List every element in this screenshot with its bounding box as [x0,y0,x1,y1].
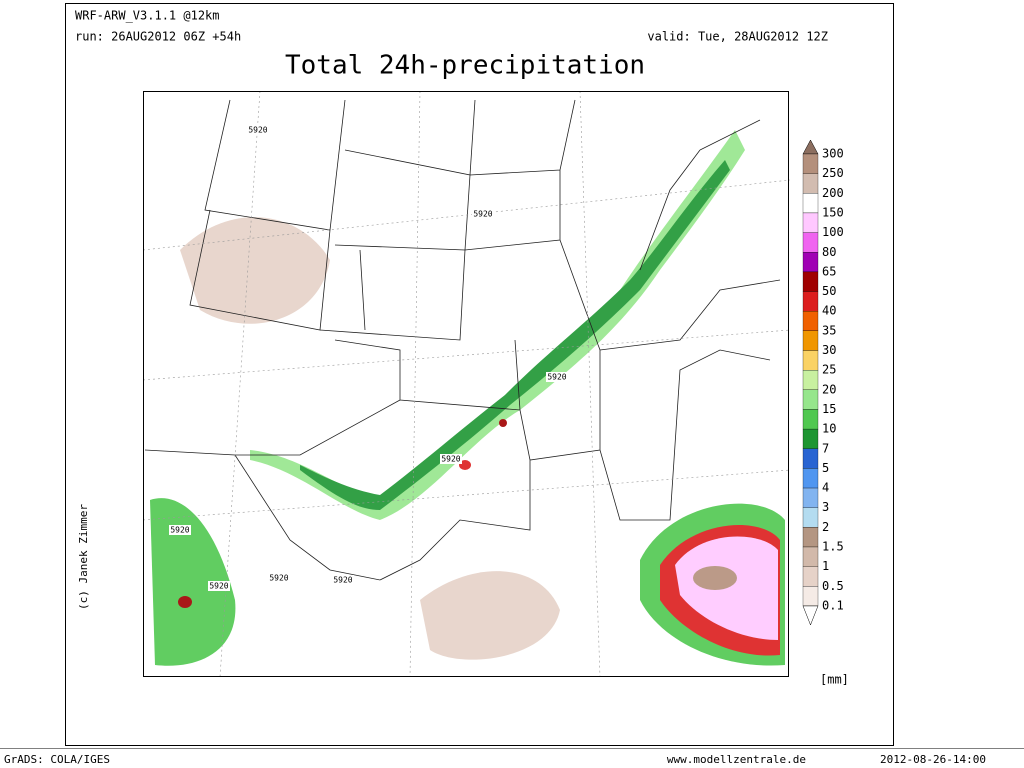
hurricane [675,536,778,640]
precip-area [150,498,236,666]
colorbar-band [802,193,819,214]
valid-label: valid: Tue, 28AUG2012 12Z [647,30,828,44]
colorbar-label: 25 [822,363,836,377]
colorbar-band [802,546,819,567]
model-label: WRF-ARW_V3.1.1 @12km [75,9,220,23]
contour-label-bg [169,525,191,535]
colorbar-label: 80 [822,245,836,259]
precip-area [180,217,330,324]
boundaries [142,90,791,678]
contour-label-bg [440,454,462,464]
colorbar-band [802,448,819,469]
precip-max [178,596,192,608]
colorbar-label: 2 [822,520,829,534]
colorbar-band [802,271,819,292]
colorbar-label: 10 [822,422,836,436]
colorbar-label: 5 [822,461,829,475]
hurricane-eye [693,566,737,590]
precip-area [420,571,560,660]
colorbar-band [802,586,819,607]
contour-label-bg [247,125,269,135]
contour-label: 5920 [209,582,228,591]
contour-label: 5920 [333,576,352,585]
colorbar-label: 50 [822,284,836,298]
colorbar-band [802,311,819,332]
footer-website: www.modellzentrale.de [667,753,806,766]
precipitation [150,130,785,666]
colorbar-band [802,527,819,548]
colorbar-label: 1 [822,559,829,573]
contour-label-bg [472,209,494,219]
colorbar-label: 15 [822,402,836,416]
colorbar-band [802,330,819,351]
colorbar-label: 35 [822,323,836,337]
title: Total 24h-precipitation [285,51,645,81]
precip-max [499,419,507,427]
contour-label-bg [268,573,290,583]
colorbar-top [802,139,819,155]
colorbar-band [802,173,819,194]
colorbar-label: 65 [822,264,836,278]
frame [65,3,894,746]
contour-label: 5920 [547,373,566,382]
footer-timestamp: 2012-08-26-14:00 [880,753,986,766]
colorbar-label: 0.5 [822,579,844,593]
contour-label-bg [208,581,230,591]
colorbar-band [802,468,819,489]
colorbar-label: 4 [822,481,829,495]
colorbar-label: 150 [822,205,844,219]
colorbar-label: 7 [822,441,829,455]
colorbar-band [802,507,819,528]
contour-label: 5920 [269,574,288,583]
colorbar-band [802,487,819,508]
run-label: run: 26AUG2012 06Z +54h [75,30,241,44]
colorbar-band [802,389,819,410]
colorbar-label: 40 [822,304,836,318]
unit-label: [mm] [820,673,849,687]
contour-label: 5920 [248,126,267,135]
colorbar-band [802,566,819,587]
credit: (c) Janek Zimmer [77,504,90,610]
colorbar-label: 200 [822,186,844,200]
contour-label: 5920 [473,210,492,219]
colorbar-bottom [802,605,819,626]
colorbar-label: 300 [822,147,844,161]
colorbar-label: 1.5 [822,540,844,554]
contour-label: 5920 [441,455,460,464]
colorbar-label: 30 [822,343,836,357]
map [142,90,791,678]
colorbar-band [802,291,819,312]
colorbar-label: 20 [822,382,836,396]
colorbar-band [802,369,819,390]
graticule [142,90,791,678]
colorbar-band [802,153,819,174]
state-lines [144,99,781,581]
colorbar-band [802,428,819,449]
footer-software: GrADS: COLA/IGES [4,753,110,766]
colorbar-band [802,350,819,371]
contour-label-bg [332,575,354,585]
contour-label: 5920 [170,526,189,535]
colorbar-band [802,212,819,233]
colorbar-label: 3 [822,500,829,514]
colorbar-label: 100 [822,225,844,239]
colorbar-band [802,232,819,253]
colorbar-label: 0.1 [822,598,844,612]
map-border [143,91,789,677]
contour-label-bg [546,372,568,382]
colorbar-band [802,252,819,273]
colorbar-label: 250 [822,166,844,180]
colorbar-band [802,409,819,430]
